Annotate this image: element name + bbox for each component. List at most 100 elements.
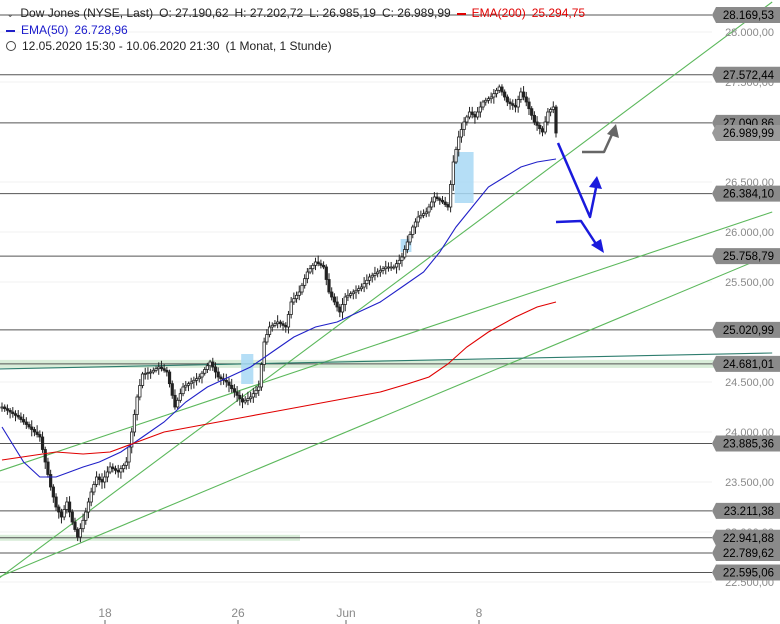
candle-body [184, 384, 188, 388]
level-badge: 27.572,44 [712, 66, 780, 83]
badge-label: 22.789,62 [723, 548, 774, 560]
badge-label: 23.885,36 [723, 438, 774, 450]
candle-body [538, 124, 542, 130]
candle-body [459, 129, 464, 138]
candle-body [462, 121, 466, 130]
candle-body [186, 383, 191, 386]
candle-body [421, 213, 426, 216]
candle-body [57, 506, 61, 513]
candle-body [286, 314, 291, 328]
collapse-chevron-icon[interactable]: ⌄ [6, 9, 15, 20]
y-tick-label: 24.500,00 [725, 377, 774, 389]
candle-body [197, 376, 201, 380]
candle-body [438, 198, 442, 201]
level-badge: 22.941,88 [712, 529, 780, 546]
candle-body [111, 466, 115, 470]
candle-body [146, 372, 150, 375]
candle-body [400, 256, 404, 261]
candle-body [276, 321, 280, 325]
candle-body [392, 266, 396, 269]
badge-label: 27.572,44 [723, 70, 775, 82]
y-tick-label: 23.500,00 [725, 477, 774, 489]
candle-body [432, 196, 436, 203]
candle-body [511, 103, 515, 106]
candle-body [308, 268, 312, 273]
badge-label: 25.758,79 [723, 251, 774, 263]
candle-body [446, 204, 450, 208]
candle-body [551, 106, 555, 110]
candle-body [494, 89, 499, 95]
candle-body [297, 291, 301, 296]
candle-body [384, 266, 388, 270]
candle-body [440, 199, 445, 203]
candle-body [481, 101, 485, 108]
candle-body [394, 263, 399, 268]
candle-body [27, 424, 31, 428]
support-zones [0, 359, 780, 541]
candle-body [265, 334, 269, 343]
candle-body [313, 261, 318, 266]
candle-body [465, 116, 469, 123]
candle-body [321, 264, 326, 268]
candle-body [484, 99, 488, 103]
candle-body [397, 259, 401, 265]
candle-body [278, 321, 282, 325]
candle-body [427, 206, 431, 213]
candle-body [449, 184, 453, 208]
candle-body [548, 109, 553, 113]
badge-shape [712, 435, 780, 452]
candle-body [476, 111, 480, 118]
candle-body [70, 511, 74, 523]
badge-label: 22.595,06 [723, 567, 774, 579]
candle-body [203, 369, 207, 374]
candle-body [365, 279, 369, 285]
candle-body [149, 371, 153, 374]
candle-body [546, 111, 550, 123]
ema200-value: 25.294,75 [531, 6, 586, 20]
candle-body [24, 421, 28, 425]
level-badge: 23.885,36 [712, 435, 780, 452]
candle-body [454, 149, 458, 163]
candle-body [130, 431, 134, 448]
x-tick-label: Jun [336, 606, 355, 620]
badge-label: 26.384,10 [723, 189, 774, 201]
gridlines [0, 31, 712, 583]
candle-body [181, 386, 185, 395]
candle-body [103, 476, 107, 483]
candle-body [543, 121, 547, 133]
candle-body [65, 501, 69, 510]
last-price-badge: 26.989,99 [712, 125, 780, 142]
candle-body [251, 393, 255, 398]
candle-body [62, 509, 66, 518]
candle-body [213, 366, 218, 373]
candle-body [157, 366, 161, 370]
candle-body [246, 398, 250, 401]
candle-body [503, 91, 507, 98]
candle-body [105, 471, 109, 478]
horizontal-levels [0, 14, 712, 573]
candle-body [273, 323, 277, 326]
candle-body [419, 214, 423, 218]
candle-body [151, 369, 155, 373]
candle-body [532, 114, 536, 123]
candle-body [521, 91, 526, 98]
candle-body [467, 111, 472, 118]
candle-body [138, 385, 142, 398]
candle-body [508, 101, 512, 105]
candle-body [167, 371, 172, 385]
badge-shape [712, 185, 780, 202]
badge-shape [712, 125, 780, 142]
interval-label: (1 Monat, 1 Stunde) [225, 39, 332, 53]
candle-body [238, 394, 242, 400]
candle-body [492, 93, 496, 98]
clock-icon [6, 41, 16, 51]
candle-body [457, 136, 461, 150]
candle-body [194, 378, 199, 381]
candle-body [76, 529, 80, 538]
candle-body [259, 364, 264, 388]
candle-body [143, 372, 147, 375]
candle-body [376, 271, 380, 275]
candle-body [513, 104, 518, 108]
candle-body [205, 365, 209, 370]
candle-body [67, 501, 72, 513]
